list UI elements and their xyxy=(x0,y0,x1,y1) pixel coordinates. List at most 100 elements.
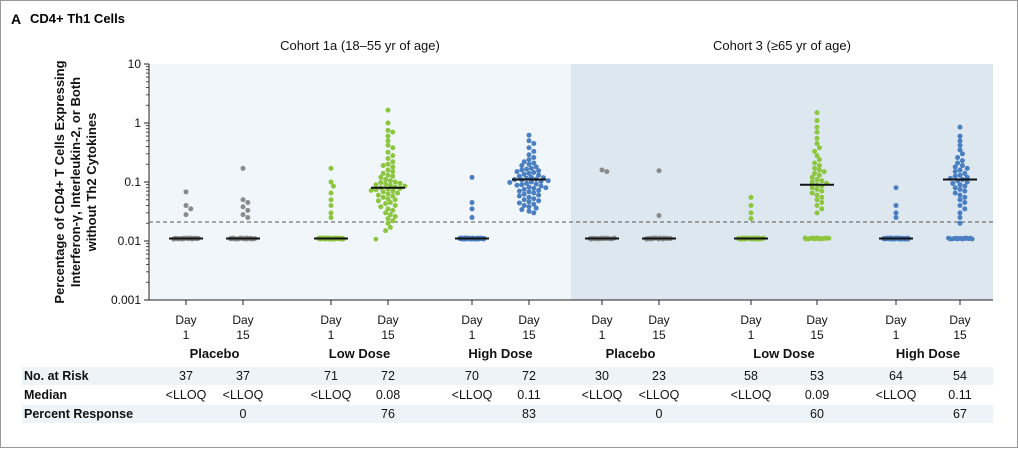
data-point xyxy=(245,199,251,205)
data-point xyxy=(962,199,968,205)
table-cell: 76 xyxy=(381,407,395,421)
data-point xyxy=(819,206,825,212)
data-point-lloq xyxy=(373,236,379,242)
data-point xyxy=(656,213,662,219)
data-point xyxy=(531,190,537,196)
data-point xyxy=(385,138,391,144)
y-tick-label: 0.001 xyxy=(111,293,141,307)
data-point xyxy=(183,212,189,218)
data-point xyxy=(814,177,820,183)
data-point xyxy=(245,215,251,221)
data-point xyxy=(957,202,963,208)
data-point xyxy=(240,212,246,218)
data-point xyxy=(390,173,396,179)
data-point xyxy=(748,202,754,208)
table-cell: <LLOQ xyxy=(452,388,493,402)
data-point xyxy=(809,185,815,191)
data-point xyxy=(952,190,958,196)
data-point xyxy=(328,190,334,196)
data-point xyxy=(521,202,527,208)
data-point xyxy=(533,205,539,211)
data-point xyxy=(526,199,532,205)
data-point xyxy=(516,173,522,179)
data-point xyxy=(533,164,539,170)
data-point xyxy=(809,190,815,196)
data-point xyxy=(526,189,532,195)
data-point xyxy=(957,142,963,148)
data-point xyxy=(387,224,393,230)
data-point xyxy=(516,200,522,206)
data-point xyxy=(545,178,551,184)
data-point xyxy=(521,191,527,197)
table-cell: <LLOQ xyxy=(311,388,352,402)
data-point xyxy=(531,140,537,146)
data-point xyxy=(390,193,396,199)
data-point xyxy=(531,155,537,161)
data-point xyxy=(378,174,384,180)
table-cell: 37 xyxy=(236,369,250,383)
data-point xyxy=(531,196,537,202)
data-point xyxy=(385,191,391,197)
table-row-background xyxy=(22,367,993,385)
data-point xyxy=(519,167,525,173)
data-point xyxy=(385,133,391,139)
table-cell: <LLOQ xyxy=(223,388,264,402)
data-point xyxy=(392,197,398,203)
data-point xyxy=(957,133,963,139)
data-point xyxy=(240,204,246,210)
table-cell: 54 xyxy=(953,369,967,383)
y-axis-label-line: Interferon-γ, Interleukin-2, or Both xyxy=(68,77,83,287)
data-point xyxy=(531,148,537,154)
data-point xyxy=(385,161,391,167)
data-point xyxy=(819,188,825,194)
data-point xyxy=(955,160,961,166)
table-cell: 23 xyxy=(652,369,666,383)
data-point xyxy=(385,149,391,155)
data-point xyxy=(952,173,958,179)
data-point xyxy=(183,189,189,195)
data-point xyxy=(531,185,537,191)
data-point xyxy=(526,138,532,144)
data-point xyxy=(514,169,520,175)
table-cell: <LLOQ xyxy=(876,388,917,402)
data-point xyxy=(245,207,251,213)
data-point xyxy=(814,124,820,130)
data-point xyxy=(812,165,818,171)
panel-letter: A xyxy=(11,11,22,27)
table-cell: 64 xyxy=(889,369,903,383)
day-number-label: 1 xyxy=(469,328,476,342)
data-point xyxy=(392,214,398,220)
data-point xyxy=(543,185,549,191)
table-cell: 71 xyxy=(324,369,338,383)
day-label: Day xyxy=(806,313,827,327)
data-point xyxy=(957,192,963,198)
data-point xyxy=(516,188,522,194)
cohort-title: Cohort 1a (18–55 yr of age) xyxy=(280,38,440,53)
data-point xyxy=(962,194,968,200)
table-row-label: No. at Risk xyxy=(24,369,89,383)
table-cell: 0 xyxy=(240,407,247,421)
data-point xyxy=(519,207,525,213)
data-point xyxy=(521,197,527,203)
data-point xyxy=(819,199,825,205)
group-label: Placebo xyxy=(606,346,656,361)
data-point xyxy=(814,153,820,159)
data-point xyxy=(814,186,820,192)
data-point xyxy=(814,129,820,135)
data-point xyxy=(328,179,334,185)
data-point xyxy=(188,206,194,212)
data-point xyxy=(814,110,820,116)
data-point xyxy=(964,179,970,185)
data-point xyxy=(816,157,822,163)
data-point xyxy=(368,187,374,193)
panel-title: CD4+ Th1 Cells xyxy=(30,11,126,26)
data-point xyxy=(373,182,379,188)
data-point xyxy=(809,174,815,180)
data-point xyxy=(957,186,963,192)
data-point xyxy=(387,199,393,205)
data-point xyxy=(390,153,396,159)
data-point xyxy=(240,197,246,203)
cohort-1a-background xyxy=(149,64,571,300)
data-point xyxy=(531,169,537,175)
data-point xyxy=(392,202,398,208)
